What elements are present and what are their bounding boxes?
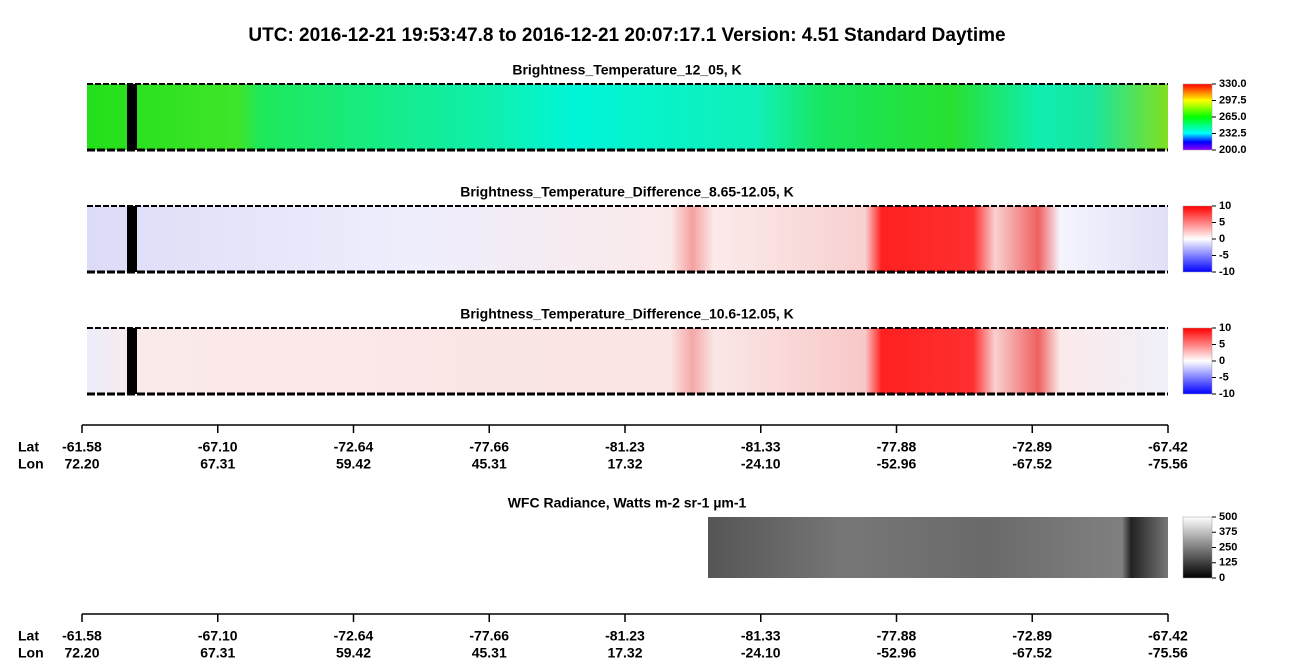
lat-label: -81.33 [741,628,781,644]
colorbar-label: 250 [1219,541,1237,553]
colorbar-label: -5 [1219,371,1229,383]
lat-label: -67.10 [198,439,238,455]
lon-label: -52.96 [877,456,917,472]
row-label: Lon [18,456,44,472]
lat-label: -67.10 [198,628,238,644]
panel-title: Brightness_Temperature_Difference_10.6-1… [460,306,794,322]
lon-label: 59.42 [336,456,371,472]
lon-label: 45.31 [472,456,507,472]
colorbar-label: 10 [1219,200,1231,212]
colorbar-label: 330.0 [1219,78,1247,90]
colorbar-label: 0 [1219,233,1225,245]
colorbar [1182,516,1213,579]
panel-image [87,206,1168,272]
lat-label: -61.58 [62,628,102,644]
lon-label: 17.32 [607,456,642,472]
figure-title: UTC: 2016-12-21 19:53:47.8 to 2016-12-21… [248,25,1005,46]
colorbar-label: 0 [1219,355,1225,367]
colorbar-label: -5 [1219,249,1229,261]
lat-label: -81.33 [741,439,781,455]
colorbar-label: 10 [1219,322,1231,334]
colorbar-label: 200.0 [1219,144,1247,156]
lat-label: -61.58 [62,439,102,455]
lon-label: -67.52 [1012,456,1052,472]
lat-label: -81.23 [605,439,645,455]
lat-label: -77.88 [877,439,917,455]
colorbar-label: 5 [1219,216,1225,228]
lon-label: -52.96 [877,645,917,661]
lon-label: 67.31 [200,645,235,661]
lat-label: -77.88 [877,628,917,644]
colorbar-label: -10 [1219,388,1235,400]
colorbar-label: 5 [1219,338,1225,350]
lat-label: -72.89 [1012,439,1052,455]
lat-label: -72.64 [334,439,374,455]
panel-title: Brightness_Temperature_Difference_8.65-1… [460,184,794,200]
lon-label: -24.10 [741,456,781,472]
lon-label: 72.20 [64,645,99,661]
row-label: Lat [18,628,39,644]
data-gap [127,84,137,150]
panel-title: WFC Radiance, Watts m-2 sr-1 µm-1 [508,495,747,511]
lat-label: -67.42 [1148,439,1188,455]
lon-label: -67.52 [1012,645,1052,661]
lat-label: -72.89 [1012,628,1052,644]
panel-title: Brightness_Temperature_12_05, K [512,62,741,78]
data-gap [127,206,137,272]
lat-label: -77.66 [469,439,509,455]
lon-label: -75.56 [1148,645,1188,661]
row-label: Lon [18,645,44,661]
lon-label: -24.10 [741,645,781,661]
colorbar [1182,83,1213,151]
panel-image [708,517,1168,578]
colorbar [1182,205,1213,273]
colorbar-label: 232.5 [1219,127,1247,139]
lon-label: 17.32 [607,645,642,661]
colorbar-label: 125 [1219,557,1237,569]
lon-label: 72.20 [64,456,99,472]
lon-label: -75.56 [1148,456,1188,472]
panel-image [87,328,1168,394]
lon-label: 45.31 [472,645,507,661]
colorbar-label: 265.0 [1219,111,1247,123]
lon-label: 59.42 [336,645,371,661]
colorbar-label: 375 [1219,526,1237,538]
colorbar-label: 0 [1219,572,1225,584]
colorbar-label: 500 [1219,511,1237,523]
lat-label: -81.23 [605,628,645,644]
lat-label: -72.64 [334,628,374,644]
lat-label: -77.66 [469,628,509,644]
colorbar [1182,327,1213,395]
row-label: Lat [18,439,39,455]
panel-image [87,84,1168,150]
lon-label: 67.31 [200,456,235,472]
colorbar-label: 297.5 [1219,94,1247,106]
colorbar-label: -10 [1219,266,1235,278]
data-gap [127,328,137,394]
lat-label: -67.42 [1148,628,1188,644]
